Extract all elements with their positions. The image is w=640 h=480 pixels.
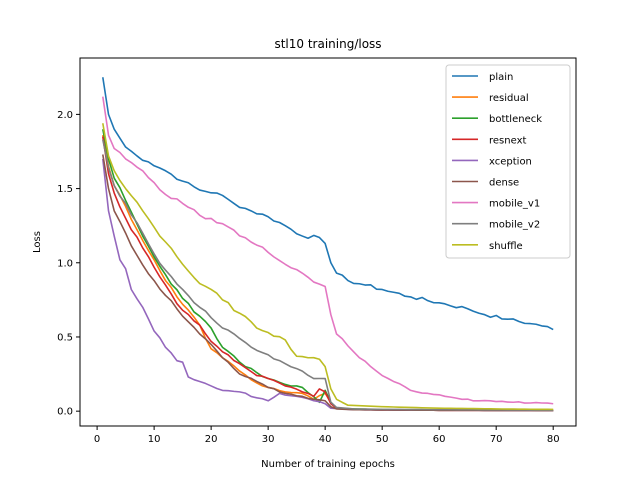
- legend-box: [445, 64, 571, 259]
- x-tick-label: 20: [205, 434, 218, 445]
- x-tick-label: 30: [262, 434, 275, 445]
- series-line-mobile-v2: [102, 139, 554, 412]
- y-axis-label: Loss: [32, 231, 43, 253]
- legend-label: plain: [489, 72, 513, 83]
- x-tick-label: 70: [490, 434, 503, 445]
- x-tick-label: 50: [376, 434, 389, 445]
- legend-label: residual: [489, 93, 529, 104]
- x-tick-label: 40: [319, 434, 332, 445]
- x-tick-label: 80: [547, 434, 560, 445]
- legend: plain residual bottleneck resnext xception de…: [445, 64, 571, 259]
- y-tick-label: 1.0: [57, 258, 73, 269]
- axes-frame: [79, 57, 577, 427]
- legend-label: dense: [489, 178, 519, 189]
- legend-label: shuffle: [489, 241, 523, 252]
- series-line-mobile-v1: [102, 96, 554, 405]
- legend-label: bottleneck: [489, 114, 542, 125]
- x-tick-label: 60: [433, 434, 446, 445]
- y-axis: 0.0 0.5 1.0 1.5 2.0: [57, 110, 80, 418]
- y-tick-label: 2.0: [57, 110, 73, 121]
- y-tick-label: 0.5: [57, 332, 73, 343]
- legend-label: mobile_v2: [489, 220, 540, 231]
- x-axis-label: Number of training epochs: [261, 459, 395, 470]
- x-axis: 0 10 20 30 40 50 60 70 80: [94, 426, 560, 445]
- series-group: [102, 77, 554, 412]
- y-tick-label: 0.0: [57, 407, 73, 418]
- series-line-plain: [102, 77, 554, 331]
- x-tick-label: 0: [94, 434, 100, 445]
- chart-title: stl10 training/loss: [274, 37, 381, 51]
- legend-label: resnext: [489, 135, 526, 146]
- series-line-shuffle: [102, 123, 554, 411]
- legend-label: mobile_v1: [489, 199, 540, 210]
- legend-label: xception: [489, 156, 532, 167]
- x-tick-label: 10: [148, 434, 161, 445]
- y-tick-label: 1.5: [57, 184, 73, 195]
